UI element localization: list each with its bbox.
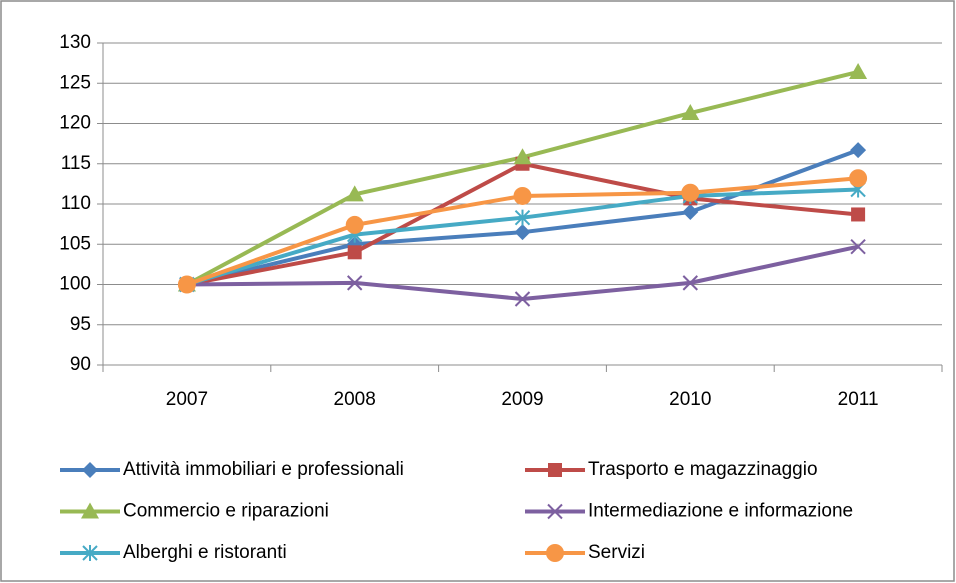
x-tick-label: 2011 — [838, 389, 879, 410]
y-tick-label: 100 — [59, 274, 91, 295]
marker — [81, 502, 99, 519]
marker — [345, 215, 364, 234]
y-tick-label: 125 — [59, 72, 91, 93]
y-tick-label: 110 — [61, 193, 91, 214]
marker — [681, 183, 700, 202]
marker — [850, 238, 866, 255]
y-tick-label: 115 — [61, 153, 91, 174]
x-tick-label: 2007 — [166, 389, 208, 410]
marker — [548, 463, 562, 477]
y-tick-label: 90 — [70, 354, 91, 375]
marker — [546, 544, 564, 562]
x-tick-label: 2010 — [669, 389, 711, 410]
marker — [513, 186, 532, 205]
marker — [849, 62, 868, 79]
marker — [682, 204, 699, 221]
marker — [82, 545, 98, 561]
legend-label: Trasporto e magazzinaggio — [588, 459, 818, 480]
marker — [345, 185, 364, 202]
legend-label: Intermediazione e informazione — [588, 501, 853, 522]
y-tick-label: 105 — [59, 233, 91, 254]
legend-label: Alberghi e ristoranti — [123, 542, 287, 563]
x-tick-label: 2009 — [501, 389, 543, 410]
marker — [347, 245, 362, 260]
marker — [851, 207, 866, 222]
marker — [346, 275, 363, 291]
marker — [849, 169, 868, 188]
marker — [850, 142, 867, 159]
marker — [177, 275, 196, 294]
marker — [82, 462, 98, 478]
y-tick-label: 120 — [59, 113, 91, 134]
marker — [681, 104, 700, 121]
marker — [514, 209, 531, 226]
legend-label: Commercio e riparazioni — [123, 501, 329, 522]
marker — [514, 291, 531, 307]
legend-label: Servizi — [588, 542, 645, 563]
y-tick-label: 95 — [70, 314, 91, 335]
marker — [682, 275, 699, 291]
marker — [514, 224, 531, 241]
x-tick-label: 2008 — [334, 389, 376, 410]
marker — [513, 148, 532, 165]
y-tick-label: 130 — [59, 32, 91, 53]
marker — [547, 503, 563, 520]
legend-label: Attività immobiliari e professionali — [123, 459, 404, 480]
